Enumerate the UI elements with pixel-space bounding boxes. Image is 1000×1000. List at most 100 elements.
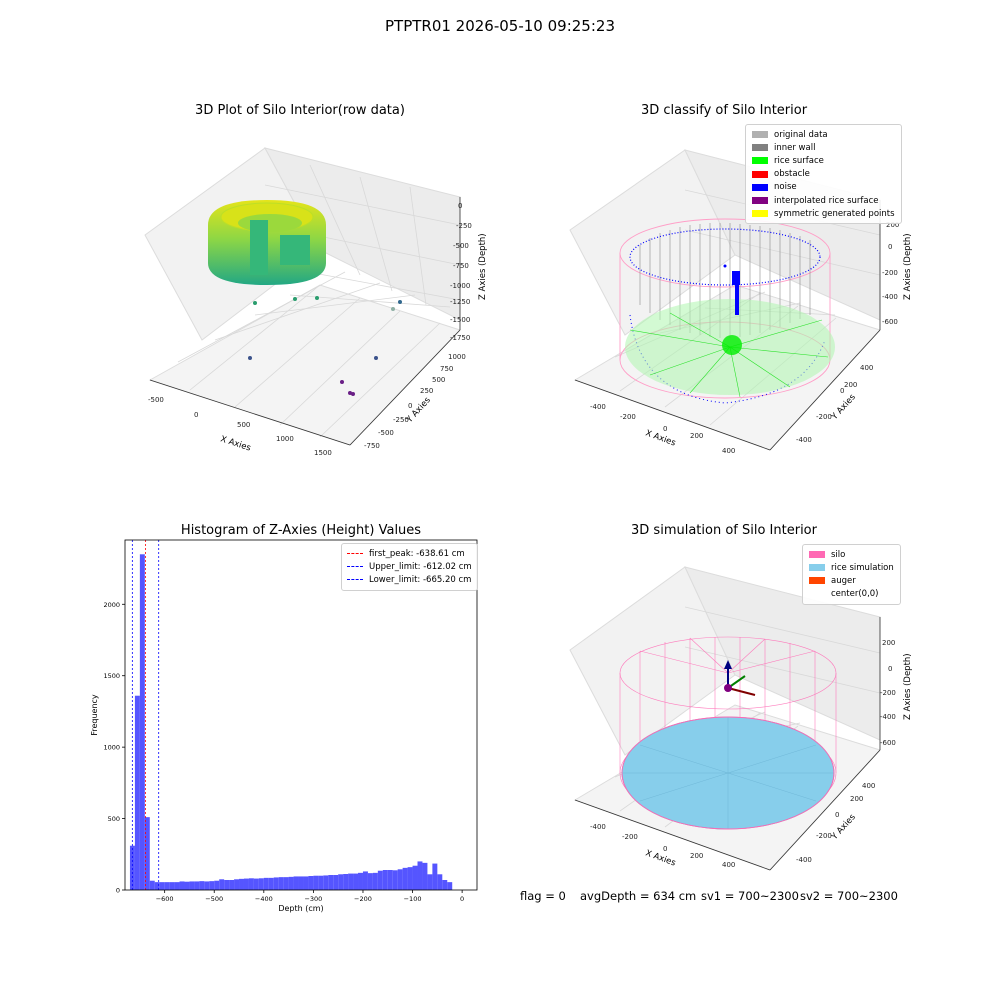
histogram-bar (298, 876, 304, 890)
z-tick-label: -400 (880, 713, 896, 721)
noise-rim (629, 228, 821, 286)
x-tick-label: 0 (460, 895, 464, 903)
rice-simulation-mesh (622, 717, 834, 829)
y-tick-label: 200 (850, 795, 863, 803)
y-tick-label: 500 (432, 376, 445, 384)
histogram-bar (189, 881, 195, 890)
histogram-bar (362, 871, 368, 890)
z-tick-label: 0 (888, 665, 892, 673)
legend-line (347, 566, 363, 568)
y-axis-line (769, 749, 881, 871)
y-tick-label: 2000 (103, 601, 120, 609)
histogram-bar (412, 865, 418, 890)
histogram-bar (447, 882, 453, 890)
y-axis-label: Y Axies (829, 392, 858, 423)
histogram-bar (288, 876, 294, 890)
legend-label: original data (774, 129, 828, 140)
sv1-text: sv1 = 700~2300 (701, 889, 799, 903)
legend-swatch (752, 183, 768, 191)
histogram-bar (214, 880, 220, 890)
y-tick-label: 250 (420, 387, 433, 395)
legend-item: center(0,0) (809, 588, 894, 601)
legend-item: noise (752, 181, 895, 194)
histogram-bar (392, 870, 398, 890)
histogram-bar (318, 875, 324, 890)
histogram-bar (328, 875, 334, 890)
noise-cluster (723, 264, 740, 315)
histogram-bar (273, 877, 279, 890)
histogram-bar (353, 873, 359, 890)
x-axis-label: X Axies (644, 428, 677, 448)
outlier-points (248, 296, 402, 396)
histogram-bar (367, 873, 373, 890)
histogram-bar (338, 874, 344, 890)
histogram-bar (219, 879, 225, 890)
legend-item: inner wall (752, 141, 895, 154)
z-tick-label: -1250 (450, 298, 470, 306)
legend-item: rice simulation (809, 561, 894, 574)
histogram-bar (243, 878, 249, 890)
x-tick-label: 400 (722, 861, 735, 869)
y-tick-label: -200 (816, 832, 832, 840)
legend-swatch (752, 157, 768, 165)
legend-line (347, 553, 363, 555)
y-tick-label: 0 (835, 811, 839, 819)
legend-item: auger (809, 574, 894, 587)
legend-label: Lower_limit: -665.20 cm (369, 574, 472, 585)
z-axis-label: Z Axies (Depth) (903, 233, 913, 300)
classify-legend: original data inner wall rice surface ob… (745, 124, 902, 225)
histogram-bar (234, 879, 240, 890)
legend-line (347, 579, 363, 581)
legend-label: auger (831, 575, 856, 586)
x-tick-label: -200 (620, 413, 636, 421)
legend-item: symmetric generated points (752, 207, 895, 220)
legend-item: silo (809, 548, 894, 561)
x-axis-label: X Axies (219, 434, 252, 453)
x-tick-label: 0 (194, 411, 198, 419)
x-tick-label: -400 (590, 403, 606, 411)
y-tick-label: 1500 (103, 672, 120, 680)
raw-clutter (250, 220, 310, 275)
panel4-title: 3D simulation of Silo Interior (631, 523, 817, 538)
legend-label: interpolated rice surface (774, 195, 879, 206)
z-axis-label: Z Axies (Depth) (478, 233, 488, 300)
legend-swatch (809, 564, 825, 572)
y-tick-label: -200 (816, 413, 832, 421)
z-tick-label: -1500 (450, 316, 470, 324)
histogram-bar (229, 880, 235, 890)
x-axis-line (574, 799, 771, 871)
histogram-bar (239, 878, 244, 890)
sv2-text: sv2 = 700~2300 (800, 889, 898, 903)
x-tick-label: 200 (690, 432, 703, 440)
z-tick-label: -500 (453, 242, 469, 250)
outlier-point (315, 296, 319, 300)
outlier-point (293, 297, 297, 301)
histogram-bar (323, 875, 329, 890)
histogram-bar (184, 881, 190, 890)
histogram-bar (417, 861, 423, 890)
histogram-bar (248, 878, 254, 890)
x-tick-label: -500 (148, 396, 164, 404)
x-tick-label: −500 (205, 895, 223, 903)
z-tick-label: -400 (882, 293, 898, 301)
z-tick-label: -200 (880, 689, 896, 697)
legend-label: rice surface (774, 155, 824, 166)
y-tick-label: 1000 (448, 353, 466, 361)
panel3-title: Histogram of Z-Axies (Height) Values (180, 523, 422, 538)
histogram-bar (372, 872, 378, 890)
figure-title: PTPTR01 2026-05-10 09:25:23 (384, 17, 615, 35)
legend-item: first_peak: -638.61 cm (347, 547, 472, 560)
x-tick-label: 400 (722, 447, 735, 455)
histogram-bar (402, 867, 408, 890)
legend-swatch (752, 210, 768, 218)
avg-depth-text: avgDepth = 634 cm (580, 889, 697, 903)
silo-bottom-rim (621, 716, 835, 830)
histogram-bar (224, 880, 230, 890)
histogram-bar (278, 877, 284, 890)
z-tick-label: -250 (456, 222, 472, 230)
legend-label: first_peak: -638.61 cm (369, 548, 465, 559)
y-axis-line (349, 329, 461, 446)
y-axis-line (769, 329, 881, 451)
histogram-bar (263, 877, 269, 890)
z-tick-label: -600 (882, 318, 898, 326)
